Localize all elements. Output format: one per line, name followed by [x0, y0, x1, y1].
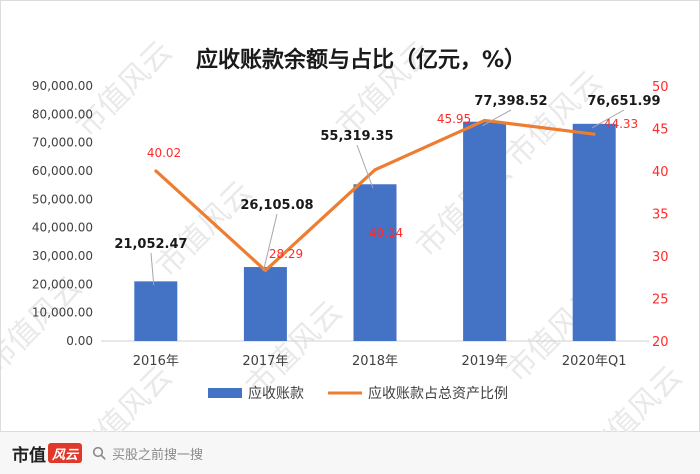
x-axis: 2016年 2017年 2018年 2019年 2020年Q1 [133, 354, 627, 369]
data-label-leader [262, 213, 278, 272]
left-tick-label: 90,000.00 [32, 79, 93, 93]
brand-logo[interactable]: 市值 风云 [12, 441, 82, 466]
line-data-label: 28.29 [269, 247, 303, 261]
search-icon [92, 446, 106, 460]
x-tick-label: 2017年 [242, 354, 288, 369]
legend-label: 应收账款占总资产比例 [368, 385, 508, 402]
chart-svg: 市值风云市值风云市值风云市值风云市值风云市值风云市值风云市值风云市值风云市值风云… [1, 34, 689, 433]
data-label-leader [150, 252, 155, 286]
x-tick-label: 2018年 [352, 354, 398, 369]
watermark-text: 市值风云 [69, 359, 179, 433]
footer-bar: 市值 风云 买股之前搜一搜 [0, 432, 700, 474]
line-point [592, 132, 596, 136]
right-tick-label: 50 [652, 80, 669, 95]
right-tick-label: 25 [652, 293, 669, 308]
bars-layer [134, 121, 616, 341]
brand-seal: 风云 [48, 443, 82, 463]
search-box[interactable]: 买股之前搜一搜 [92, 440, 212, 466]
bar [243, 267, 287, 341]
left-tick-label: 70,000.00 [32, 136, 93, 150]
data-label-leader [356, 144, 374, 189]
line-point [373, 168, 377, 172]
right-tick-label: 45 [652, 123, 669, 138]
right-tick-label: 35 [652, 208, 669, 223]
bar-data-label: 21,052.47 [114, 237, 187, 252]
data-label-leader [482, 109, 512, 127]
right-tick-label: 30 [652, 250, 669, 265]
right-tick-label: 40 [652, 165, 669, 180]
bar-data-label: 26,105.08 [240, 198, 313, 213]
left-tick-label: 40,000.00 [32, 221, 93, 235]
bar-data-label: 77,398.52 [474, 94, 547, 109]
x-tick-label: 2019年 [462, 354, 508, 369]
line-labels-layer: 40.02 28.29 40.14 45.95 44.33 [147, 112, 638, 261]
watermark-text: 市值风云 [579, 359, 689, 433]
right-tick-label: 20 [652, 335, 669, 350]
left-tick-label: 0.00 [66, 334, 93, 348]
bar [572, 123, 616, 341]
left-tick-label: 20,000.00 [32, 277, 93, 291]
line-data-label: 44.33 [604, 117, 638, 131]
left-tick-label: 50,000.00 [32, 192, 93, 206]
line-data-label: 40.14 [369, 226, 403, 240]
bar [134, 281, 178, 341]
line-data-label: 40.02 [147, 146, 181, 160]
line-data-label: 45.95 [437, 112, 471, 126]
chart-title: 应收账款余额与占比（亿元，%） [196, 47, 526, 73]
left-axis: 0.00 10,000.00 20,000.00 30,000.00 40,000.00… [32, 79, 93, 348]
left-tick-label: 60,000.00 [32, 164, 93, 178]
line-point [154, 169, 158, 173]
left-tick-label: 30,000.00 [32, 249, 93, 263]
left-tick-label: 10,000.00 [32, 306, 93, 320]
bar-data-label: 76,651.99 [587, 94, 660, 109]
legend-swatch-bar [208, 388, 242, 398]
watermark-text: 市值风云 [149, 174, 259, 284]
right-axis: 20 25 30 35 40 45 50 [652, 80, 669, 350]
line-point [263, 269, 267, 273]
brand-text: 市值 [12, 445, 46, 466]
line-layer [154, 118, 596, 273]
bar-data-label: 55,319.35 [320, 129, 393, 144]
left-tick-label: 80,000.00 [32, 107, 93, 121]
data-label-leader [591, 109, 625, 129]
search-placeholder: 买股之前搜一搜 [112, 447, 204, 463]
legend: 应收账款 应收账款占总资产比例 [208, 385, 508, 402]
bar [463, 121, 507, 341]
bar-labels-layer: 21,052.47 26,105.08 55,319.35 77,398.52 76,6… [114, 94, 661, 286]
x-tick-label: 2016年 [133, 354, 179, 369]
line-point [483, 118, 487, 122]
legend-label: 应收账款 [248, 385, 304, 402]
chart-card: 市值风云市值风云市值风云市值风云市值风云市值风云市值风云市值风云市值风云市值风云… [0, 0, 700, 433]
bar [353, 184, 397, 341]
x-tick-label: 2020年Q1 [562, 354, 627, 369]
